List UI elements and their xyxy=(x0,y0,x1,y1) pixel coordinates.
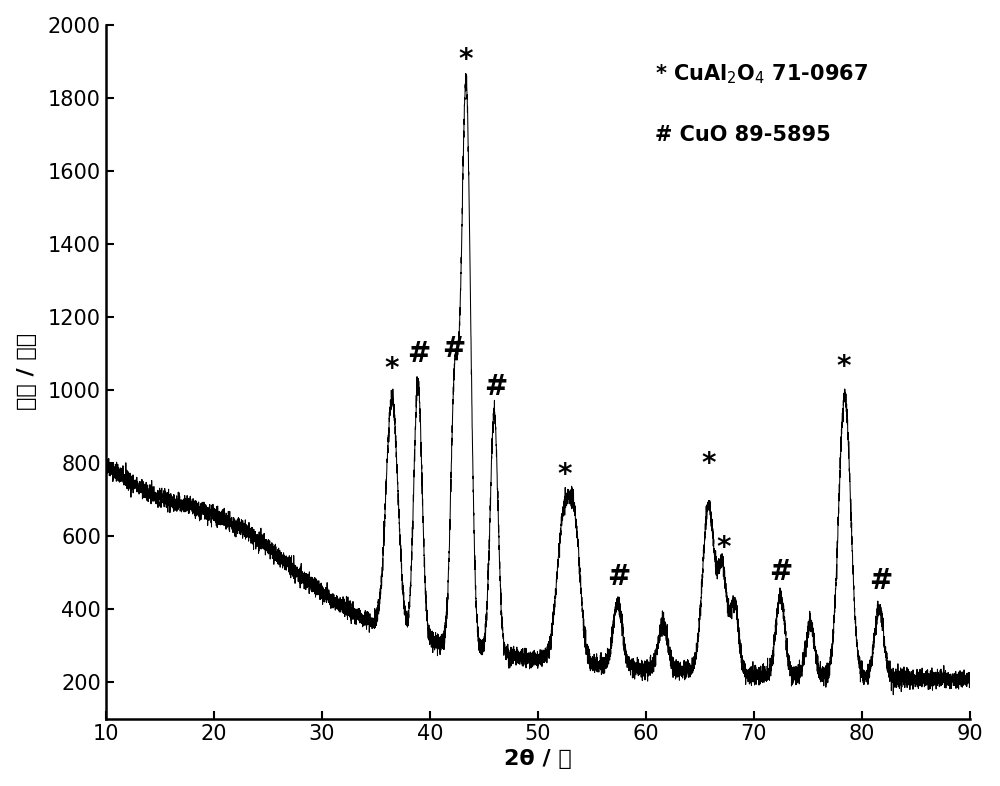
Text: *: * xyxy=(558,461,572,489)
Text: #: # xyxy=(607,563,631,591)
Text: *: * xyxy=(701,450,716,478)
Text: #: # xyxy=(484,373,507,401)
Y-axis label: 强度 / 计数: 强度 / 计数 xyxy=(17,333,37,410)
Text: * CuAl$_2$O$_4$ 71-0967: * CuAl$_2$O$_4$ 71-0967 xyxy=(655,63,868,86)
Text: *: * xyxy=(385,354,399,383)
Text: *: * xyxy=(836,353,851,381)
Text: #: # xyxy=(869,567,892,595)
Text: *: * xyxy=(716,534,731,562)
X-axis label: 2θ / 度: 2θ / 度 xyxy=(504,749,572,769)
Text: *: * xyxy=(458,46,473,74)
Text: #: # xyxy=(442,335,465,362)
Text: #: # xyxy=(407,340,431,368)
Text: # CuO 89-5895: # CuO 89-5895 xyxy=(655,125,830,145)
Text: #: # xyxy=(769,557,793,586)
